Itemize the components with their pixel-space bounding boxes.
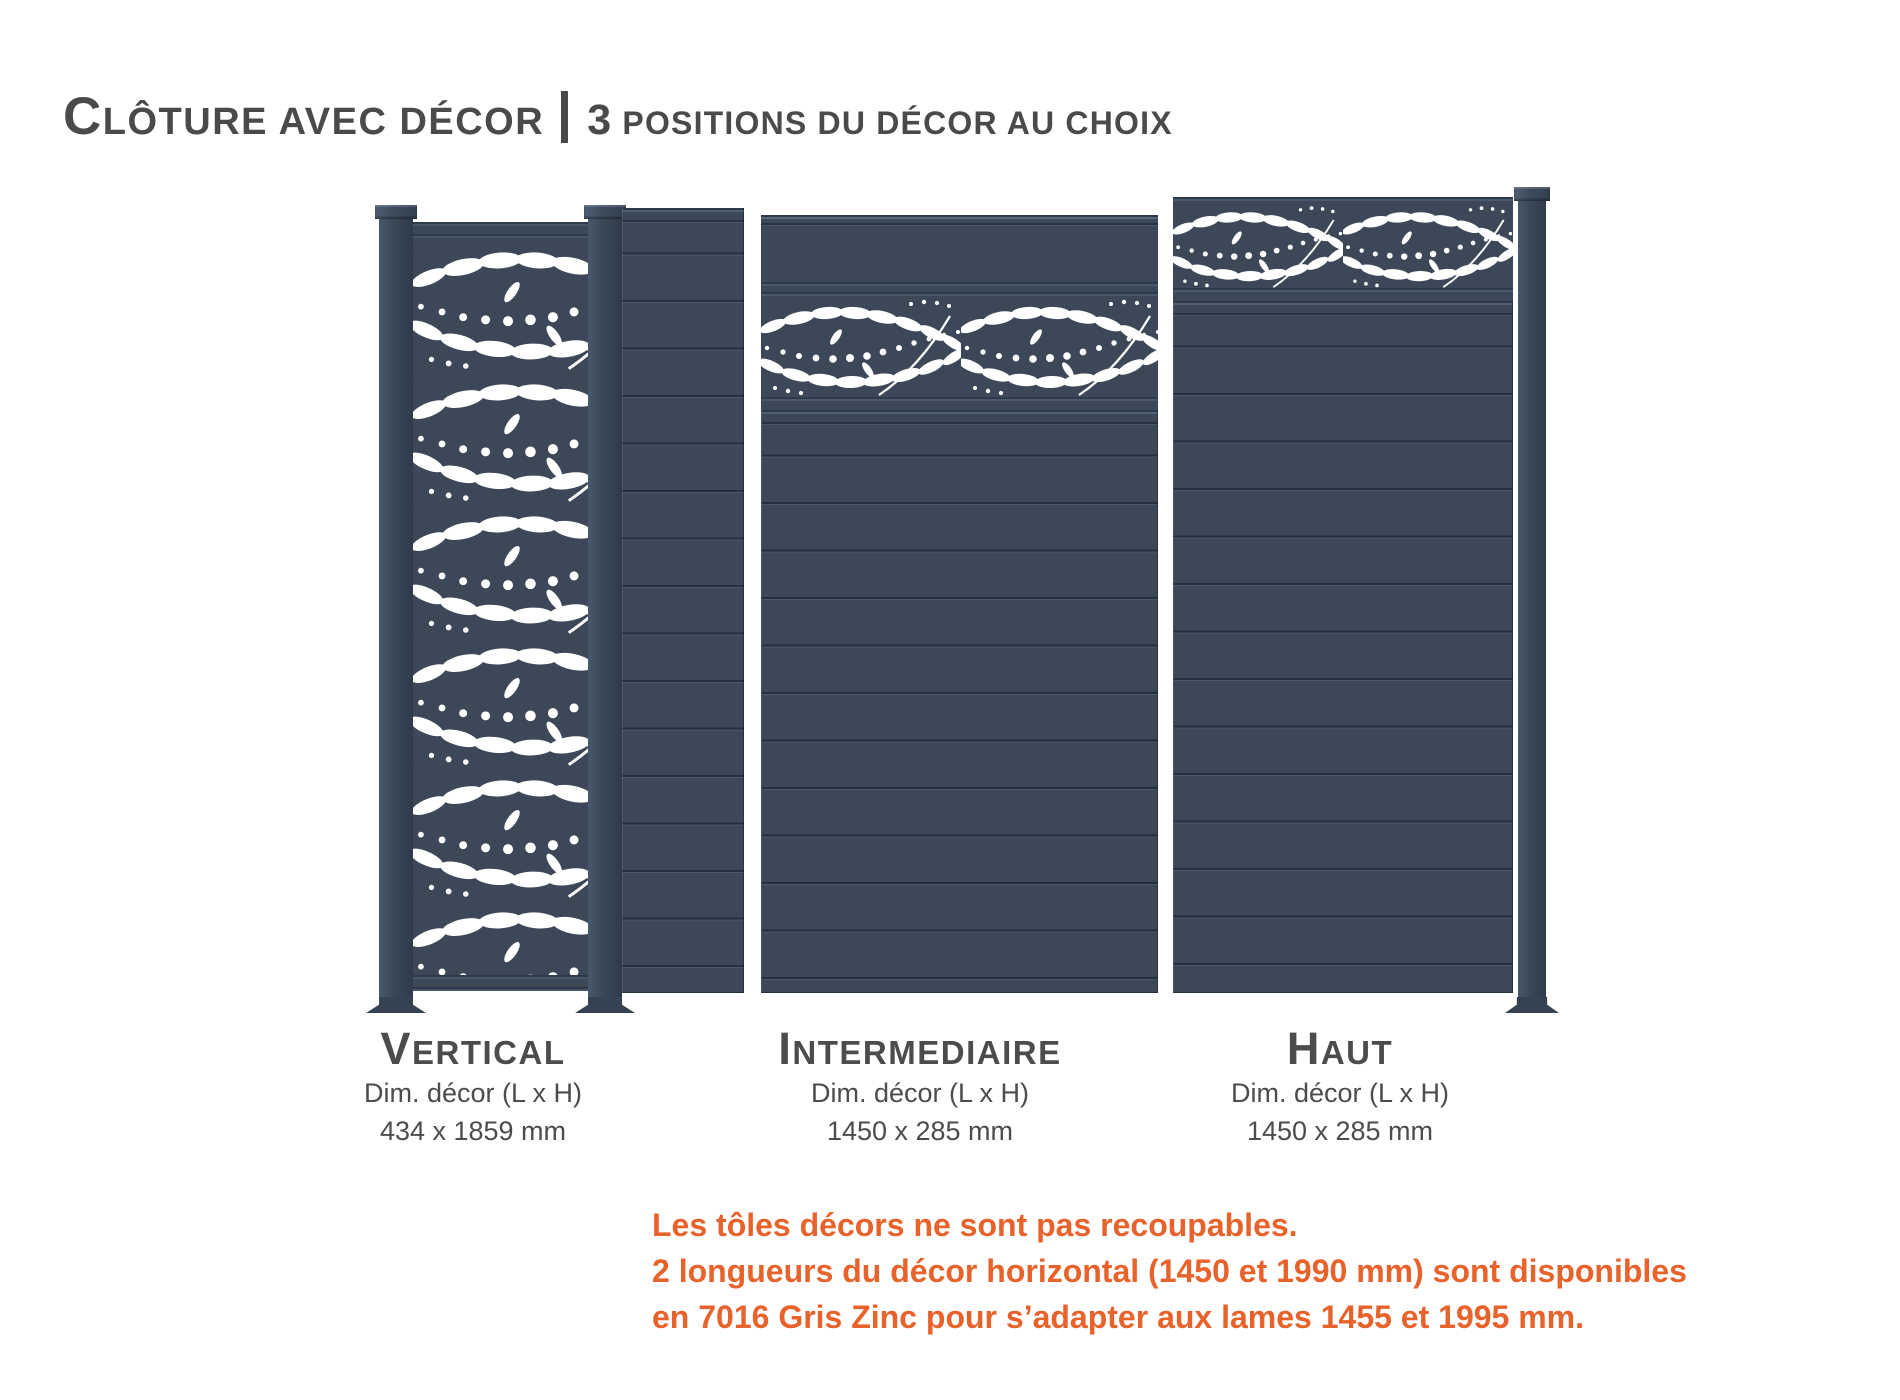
footnote-line-2: 2 longueurs du décor horizontal (1450 et… xyxy=(652,1253,1687,1289)
vertical-panel-bottom-rail xyxy=(413,975,588,991)
footnote: Les tôles décors ne sont pas recoupables… xyxy=(652,1202,1687,1340)
fence-post-left xyxy=(375,205,417,1013)
label-vertical-title: Vertical xyxy=(380,1023,566,1074)
intermediaire-top-lame xyxy=(761,215,1158,282)
label-haut: Haut Dim. décor (L x H) 1450 x 285 mm xyxy=(1190,1028,1490,1150)
page-title-sub: 3 positions du décor au choix xyxy=(587,96,1173,144)
page-title: Clôture avec décor 3 positions du décor … xyxy=(63,86,1173,147)
haut-slats xyxy=(1173,301,1513,993)
label-vertical-dim: Dim. décor (L x H) xyxy=(363,1078,583,1108)
label-intermediaire-dim-value: 1450 x 285 mm xyxy=(826,1116,1014,1146)
leaf-decor-pattern xyxy=(413,238,588,975)
footnote-line-1: Les tôles décors ne sont pas recoupables… xyxy=(652,1207,1298,1243)
leaf-decor-pattern xyxy=(1173,203,1513,288)
slat-panel-left-group xyxy=(622,208,744,993)
label-intermediaire: Intermediaire Dim. décor (L x H) 1450 x … xyxy=(770,1028,1070,1150)
intermediaire-upper-rail xyxy=(761,282,1158,296)
intermediaire-decor-band xyxy=(761,296,1158,397)
label-intermediaire-dim: Dim. décor (L x H) xyxy=(810,1078,1030,1108)
intermediaire-slats xyxy=(761,410,1158,993)
label-haut-dim: Dim. décor (L x H) xyxy=(1230,1078,1450,1108)
page-title-main: Clôture avec décor xyxy=(63,87,545,146)
haut-top-edge xyxy=(1173,197,1513,203)
label-intermediaire-title: Intermediaire xyxy=(778,1023,1062,1074)
vertical-panel-top-rail xyxy=(413,222,588,238)
label-haut-title: Haut xyxy=(1286,1023,1394,1074)
leaf-decor-pattern xyxy=(761,296,1158,397)
intermediaire-lower-rail xyxy=(761,397,1158,410)
fence-post-far-right xyxy=(1514,187,1550,1013)
fence-post-right-of-decor xyxy=(584,205,626,1013)
label-vertical-dim-value: 434 x 1859 mm xyxy=(379,1116,567,1146)
vertical-decor-panel xyxy=(413,238,588,975)
haut-decor-band xyxy=(1173,203,1513,288)
footnote-line-3: en 7016 Gris Zinc pour s’adapter aux lam… xyxy=(652,1299,1585,1335)
label-haut-dim-value: 1450 x 285 mm xyxy=(1246,1116,1434,1146)
title-divider xyxy=(561,91,569,143)
label-vertical: Vertical Dim. décor (L x H) 434 x 1859 m… xyxy=(323,1028,623,1150)
fence-intermediaire xyxy=(761,215,1158,993)
fence-haut xyxy=(1173,197,1513,993)
haut-lower-rail xyxy=(1173,288,1513,301)
